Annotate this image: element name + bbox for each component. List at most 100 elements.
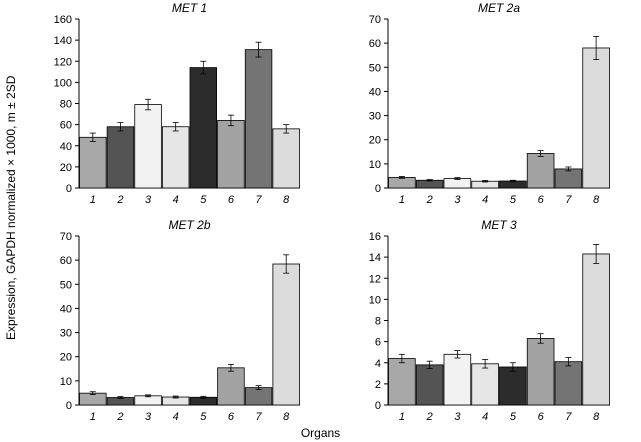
y-tick-label: 10	[369, 159, 381, 171]
x-tick-label: 5	[510, 194, 517, 206]
bar	[443, 178, 472, 189]
x-tick-label: 4	[482, 194, 488, 206]
x-tick-label: 8	[283, 194, 290, 206]
y-tick-label: 10	[60, 376, 72, 388]
chart-title: MET 2a	[478, 1, 520, 15]
bar	[272, 263, 300, 406]
x-tick-label: 1	[399, 194, 405, 206]
x-tick-label: 7	[256, 194, 263, 206]
x-tick-label: 5	[510, 411, 517, 423]
y-tick-label: 100	[54, 77, 72, 89]
bar	[388, 176, 416, 189]
bar	[79, 136, 107, 189]
bar	[189, 67, 218, 189]
x-tick-label: 2	[116, 411, 123, 423]
y-tick-label: 70	[369, 14, 381, 26]
bar	[272, 128, 300, 189]
y-tick-label: 120	[54, 56, 72, 68]
x-tick-label: 7	[256, 411, 263, 423]
bar	[244, 387, 273, 406]
chart-panel-3: MET 2b 0 10 20 30 40 50 60 70 1 2 3 4 5 6 7 8	[60, 218, 300, 423]
y-tick-label: 0	[375, 400, 381, 412]
y-tick-label: 20	[369, 135, 381, 147]
x-tick-label: 7	[565, 194, 572, 206]
y-tick-label: 40	[369, 86, 381, 98]
bar	[443, 353, 472, 406]
bar	[526, 338, 555, 406]
bar	[526, 153, 555, 189]
x-tick-label: 3	[145, 411, 152, 423]
y-tick-label: 0	[66, 183, 72, 195]
x-tick-label: 4	[173, 194, 179, 206]
bar	[471, 363, 499, 406]
x-tick-label: 6	[228, 194, 235, 206]
x-tick-label: 6	[228, 411, 235, 423]
chart-title: MET 1	[172, 1, 207, 15]
x-tick-label: 2	[116, 194, 123, 206]
x-tick-label: 5	[200, 194, 207, 206]
bar	[582, 47, 610, 189]
x-tick-label: 7	[565, 411, 572, 423]
y-tick-label: 20	[60, 352, 72, 364]
y-tick-label: 0	[375, 183, 381, 195]
y-tick-label: 70	[60, 231, 72, 243]
y-tick-label: 6	[375, 337, 381, 349]
x-tick-label: 8	[593, 411, 600, 423]
x-tick-label: 8	[283, 411, 290, 423]
x-tick-label: 3	[454, 411, 461, 423]
bar	[244, 49, 273, 189]
chart-panel-2: MET 2a 0 10 20 30 40 50 60 70 1 2 3 4 5 6 7 8	[369, 1, 610, 206]
bar	[106, 126, 135, 189]
y-tick-label: 4	[375, 358, 381, 370]
x-tick-label: 3	[454, 194, 461, 206]
bar	[499, 366, 527, 406]
y-tick-label: 40	[60, 303, 72, 315]
y-tick-label: 30	[369, 111, 381, 123]
y-tick-label: 14	[369, 252, 381, 264]
x-tick-label: 1	[90, 194, 96, 206]
bar	[161, 126, 190, 189]
y-tick-label: 80	[60, 99, 72, 111]
y-tick-label: 60	[60, 120, 72, 132]
x-tick-label: 8	[593, 194, 600, 206]
x-tick-label: 5	[200, 411, 207, 423]
y-tick-label: 12	[369, 273, 381, 285]
x-tick-label: 6	[538, 411, 545, 423]
chart-title: MET 3	[481, 218, 517, 232]
y-tick-label: 60	[60, 255, 72, 267]
x-tick-label: 4	[482, 411, 488, 423]
y-tick-label: 50	[369, 62, 381, 74]
y-tick-label: 60	[369, 38, 381, 50]
y-tick-label: 30	[60, 328, 72, 340]
bar	[134, 104, 162, 189]
y-tick-label: 0	[66, 400, 72, 412]
y-tick-label: 16	[369, 231, 381, 243]
y-axis-label: Expression, GAPDH normalized × 1000, m ±…	[4, 75, 18, 340]
x-tick-label: 2	[426, 194, 433, 206]
x-tick-label: 2	[426, 411, 433, 423]
y-tick-label: 8	[375, 316, 381, 328]
x-axis-label: Organs	[300, 426, 341, 440]
bar	[415, 364, 444, 406]
y-tick-label: 160	[54, 14, 72, 26]
x-tick-label: 3	[145, 194, 152, 206]
x-tick-label: 4	[173, 411, 179, 423]
y-tick-label: 10	[369, 294, 381, 306]
y-tick-label: 140	[54, 35, 72, 47]
bar	[217, 120, 245, 189]
bar	[388, 358, 416, 406]
x-tick-label: 1	[90, 411, 96, 423]
bar	[134, 395, 162, 406]
chart-title: MET 2b	[168, 218, 210, 232]
bar	[415, 179, 444, 189]
bar	[554, 168, 583, 189]
chart-panel-1: MET 1 0 20 40 60 80 100 120 140 160 1 2 3 4 5 6 7 8	[54, 1, 300, 206]
bar	[554, 361, 583, 406]
y-tick-label: 40	[60, 141, 72, 153]
bar	[582, 253, 610, 406]
y-tick-label: 50	[60, 279, 72, 291]
x-tick-label: 1	[399, 411, 405, 423]
bar	[217, 367, 245, 406]
